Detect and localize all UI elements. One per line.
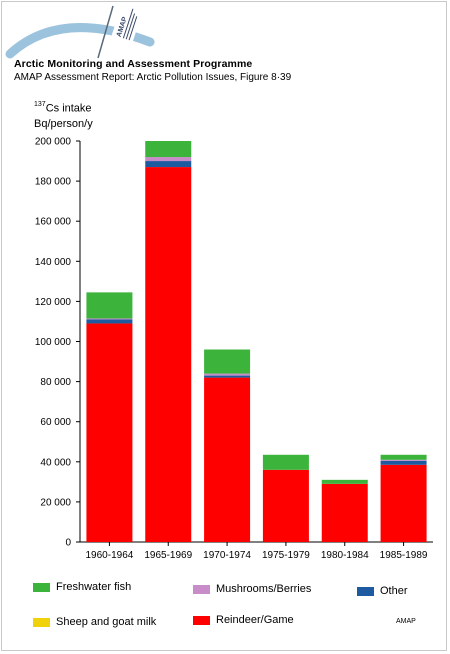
logo-stripe [128, 16, 138, 41]
x-tick-label: 1965-1969 [144, 550, 192, 561]
bar-segment [321, 483, 368, 542]
report-title: AMAP Assessment Report: Arctic Pollution… [14, 72, 292, 83]
bar-segment [86, 319, 133, 324]
bar-segment [262, 469, 309, 542]
bar-segment [321, 479, 368, 484]
x-tick-label: 1975-1979 [262, 550, 310, 561]
y-tick-label: 20 000 [40, 497, 71, 508]
logo-stripe [122, 8, 134, 39]
logo-flag [111, 3, 144, 43]
bar-segment [380, 464, 427, 542]
bar-segment [145, 157, 192, 162]
bar-segment [380, 459, 427, 461]
y-axis-label-line1: Cs intake [45, 102, 92, 115]
logo-stripe [125, 13, 136, 40]
footer-credit: AMAP [396, 618, 416, 625]
amap-logo: AMAP [5, 3, 155, 59]
bar-segment [145, 167, 192, 542]
bar-segment [86, 323, 133, 542]
bar-segment [262, 454, 309, 470]
x-tick-label: 1985-1989 [380, 550, 428, 561]
bar-segment [204, 349, 251, 374]
y-tick-label: 60 000 [40, 417, 71, 428]
bar-segment [204, 375, 251, 378]
y-axis-label-line2: Bq/person/y [34, 117, 93, 130]
bar-segment [145, 141, 192, 158]
bar-segment [380, 460, 427, 465]
bar-segment [380, 454, 427, 460]
org-title: Arctic Monitoring and Assessment Program… [14, 58, 253, 70]
bar-segment [86, 318, 133, 320]
y-tick-label: 100 000 [35, 337, 72, 348]
figure-header: Arctic Monitoring and Assessment Program… [14, 58, 291, 84]
bar-segment [204, 373, 251, 376]
y-axis-label-superscript: 137 [34, 101, 46, 108]
x-tick-label: 1960-1964 [86, 550, 134, 561]
y-tick-label: 120 000 [35, 297, 72, 308]
y-tick-label: 0 [65, 538, 71, 549]
y-tick-label: 200 000 [35, 137, 72, 148]
x-tick-label: 1970-1974 [203, 550, 251, 561]
bar-segment [145, 161, 192, 168]
y-tick-label: 80 000 [40, 377, 71, 388]
bar-segment [204, 377, 251, 542]
y-tick-label: 40 000 [40, 457, 71, 468]
y-tick-label: 160 000 [35, 217, 72, 228]
y-tick-label: 140 000 [35, 257, 72, 268]
x-tick-label: 1980-1984 [321, 550, 369, 561]
y-axis-label: 137Cs intake Bq/person/y [34, 98, 93, 132]
logo-pole [97, 5, 114, 59]
y-tick-label: 180 000 [35, 177, 72, 188]
bar-segment [86, 292, 133, 319]
